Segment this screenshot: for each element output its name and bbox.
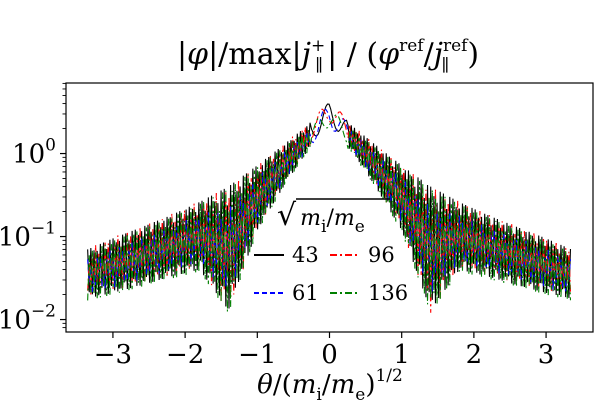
x-tick-label: 0 [321,340,338,370]
x-tick-label: −1 [238,340,276,370]
series-line-61 [87,108,572,294]
x-tick-label: 3 [538,340,555,370]
x-tick-label: 2 [466,340,483,370]
legend-label-96: 96 [368,243,395,267]
series-layer [87,103,572,313]
x-axis-ticks: −3 −2 −1 0 1 2 3 [94,332,555,370]
legend: √ mi/me 43 96 61 136 [254,198,408,305]
x-tick-label: −3 [94,340,132,370]
x-axis-label: θ/(mi/me)1/2 [257,366,403,405]
legend-label-43: 43 [292,243,319,267]
legend-label-136: 136 [368,281,408,305]
y-axis-ticks: 10−2 10−1 100 [0,82,66,336]
y-tick-label: 10−2 [0,302,56,336]
legend-label-61: 61 [292,281,319,305]
x-tick-label: −2 [166,340,204,370]
y-tick-label: 100 [12,136,56,170]
x-tick-label: 1 [393,340,410,370]
legend-title: √ mi/me [277,198,365,237]
y-tick-label: 10−1 [0,219,56,253]
series-line-136 [87,114,572,312]
chart-title: |φ|/max|j+ ∥ | / (φref/jref ∥) [177,36,479,76]
